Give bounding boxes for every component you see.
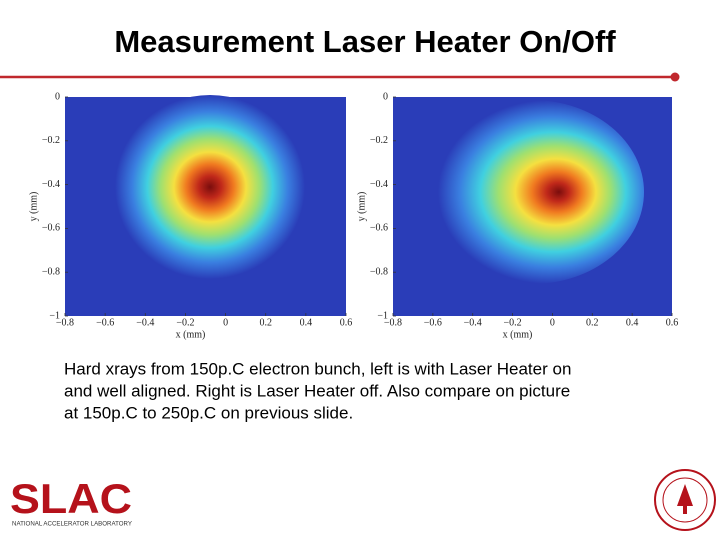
seal [654, 469, 716, 531]
caption-line: at 150p.C to 250p.C on previous slide. [64, 403, 353, 422]
x-tick-label: 0.6 [340, 317, 353, 328]
logo-subtitle: NATIONAL ACCELERATOR LABORATORY [12, 522, 132, 528]
y-tick-label: −1 [377, 310, 388, 321]
x-tick-label: −0.4 [464, 317, 482, 328]
x-axis-label: x (mm) [503, 329, 533, 340]
x-tick-label: 0 [550, 317, 555, 328]
x-tick-label: −0.6 [96, 317, 114, 328]
y-tick-label: 0 [383, 91, 388, 102]
x-tick-label: −0.4 [136, 317, 154, 328]
x-tick-label: 0.2 [586, 317, 599, 328]
caption-line: Hard xrays from 150p.C electron bunch, l… [64, 359, 571, 378]
y-tick-label: −0.8 [42, 266, 60, 277]
y-tick-label: −1 [49, 310, 60, 321]
y-tick-label: 0 [55, 91, 60, 102]
x-tick-label: −0.6 [424, 317, 442, 328]
x-tick-label: −0.2 [176, 317, 194, 328]
logo-name: SLAC [10, 475, 132, 522]
x-tick-label: 0.2 [259, 317, 272, 328]
x-tick-label: 0 [223, 317, 228, 328]
y-tick-label: −0.2 [370, 135, 388, 146]
y-tick-label: −0.6 [370, 223, 388, 234]
x-tick-label: −0.8 [56, 317, 74, 328]
seal-tree [677, 484, 693, 514]
slide-title: Measurement Laser Heater On/Off [114, 24, 616, 59]
y-axis-label: y (mm) [28, 192, 39, 222]
y-tick-label: −0.6 [42, 223, 60, 234]
y-tick-label: −0.8 [370, 266, 388, 277]
x-tick-label: 0.6 [666, 317, 679, 328]
x-tick-label: 0.4 [300, 317, 313, 328]
y-tick-label: −0.4 [370, 179, 388, 190]
x-tick-label: −0.2 [504, 317, 522, 328]
beam-spot [420, 100, 644, 284]
seal-inner [662, 477, 708, 523]
title-rule-dot [670, 72, 680, 82]
y-axis-label: y (mm) [356, 192, 367, 222]
x-axis-label: x (mm) [176, 329, 206, 340]
beam-spot [115, 95, 305, 279]
x-tick-label: −0.8 [384, 317, 402, 328]
x-tick-label: 0.4 [626, 317, 639, 328]
y-tick-label: −0.2 [42, 135, 60, 146]
y-tick-label: −0.4 [42, 179, 60, 190]
caption-line: and well aligned. Right is Laser Heater … [64, 381, 570, 400]
